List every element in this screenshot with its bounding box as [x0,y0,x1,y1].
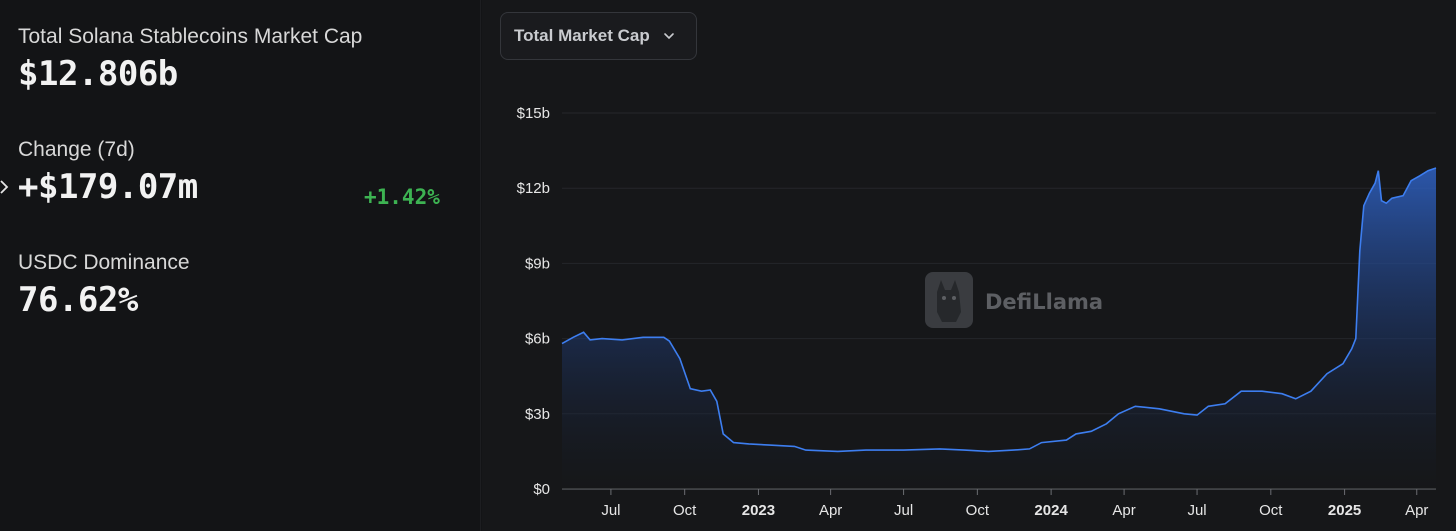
market-cap-label: Total Solana Stablecoins Market Cap [18,25,363,48]
change-value: +$179.07m [18,167,198,207]
chevron-right-icon[interactable] [0,176,10,198]
x-tick-label: 2024 [1034,502,1068,519]
watermark-text: DefiLlama [985,290,1103,314]
market-cap-stat: Total Solana Stablecoins Market Cap $12.… [18,25,362,94]
llama-icon [925,272,973,328]
metric-dropdown[interactable]: Total Market Cap [500,12,697,60]
x-tick-label: Jul [1187,502,1206,519]
chart-panel: DefiLlama Jul Oct 2023 Apr Jul Oct 2024 Apr Jul O… [482,0,1456,531]
x-tick-label: Oct [966,502,990,519]
series-area [562,168,1436,489]
defillama-watermark: DefiLlama [925,272,1103,328]
change-stat: Change (7d) +$179.07m [18,138,198,207]
chevron-down-icon [663,33,674,40]
x-tick-label: 2025 [1328,502,1361,519]
x-tick-label: 2023 [742,502,775,519]
market-cap-value: $12.806b [18,54,178,94]
dominance-stat: USDC Dominance 76.62% [18,251,190,320]
stats-panel: Total Solana Stablecoins Market Cap $12.… [0,0,481,531]
series-line [561,167,1437,453]
x-tick-label: Oct [1259,502,1283,519]
y-tick-label: $12b [517,180,550,197]
metric-dropdown-label: Total Market Cap [514,26,650,45]
x-tick-label: Jul [601,502,620,519]
y-tick-label: $3b [525,406,550,423]
y-tick-label: $9b [525,255,550,272]
x-tick-label: Jul [894,502,913,519]
change-label: Change (7d) [18,138,135,161]
dominance-value: 76.62% [18,280,138,320]
y-tick-label: $0 [533,481,550,498]
x-tick-label: Apr [1112,502,1135,519]
y-tick-label: $6b [525,331,550,348]
x-tick-label: Apr [819,502,842,519]
change-percent: +1.42% [364,185,440,209]
x-tick-label: Oct [673,502,697,519]
dominance-label: USDC Dominance [18,251,190,274]
market-cap-chart: DefiLlama Jul Oct 2023 Apr Jul Oct 2024 Apr Jul O… [517,105,1437,519]
x-tick-label: Apr [1405,502,1428,519]
y-tick-label: $15b [517,105,550,122]
